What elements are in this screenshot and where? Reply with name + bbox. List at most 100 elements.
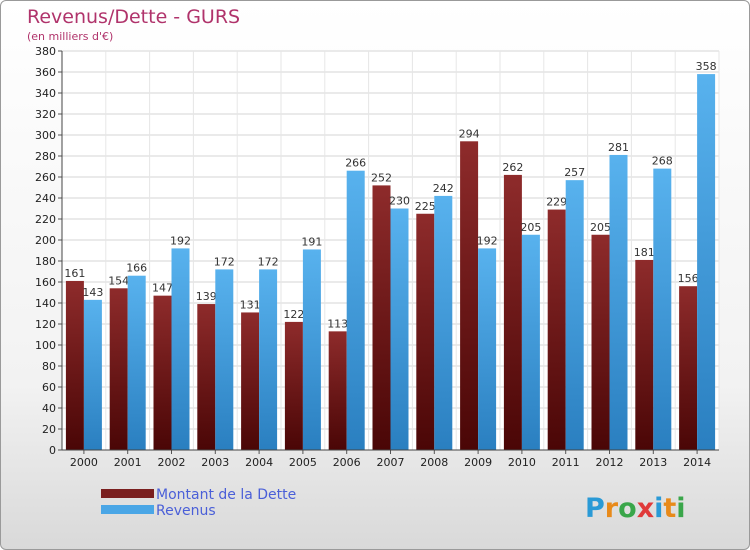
y-tick-label: 0	[49, 444, 56, 457]
x-tick-label: 2004	[245, 456, 273, 469]
y-tick-label: 120	[35, 318, 56, 331]
y-tick-label: 380	[35, 45, 56, 58]
data-label-revenus: 166	[126, 262, 147, 275]
bar-revenus	[609, 154, 628, 450]
bar-revenus	[697, 74, 716, 450]
bar-dette	[679, 286, 698, 450]
bar-dette	[65, 280, 84, 450]
x-tick-label: 2002	[158, 456, 186, 469]
x-tick-label: 2005	[289, 456, 317, 469]
data-label-dette: 294	[459, 127, 480, 140]
y-tick-label: 360	[35, 66, 56, 79]
bar-revenus	[83, 299, 102, 450]
axes: 0 20 40 60 80 100 120 140 160 180 200 220 240 260 280 3…	[35, 45, 719, 469]
data-label-revenus: 172	[214, 255, 235, 268]
y-tick-label: 320	[35, 108, 56, 121]
data-label-dette: 252	[371, 171, 392, 184]
bar-revenus	[346, 170, 365, 450]
y-tick-label: 300	[35, 129, 56, 142]
y-tick-label: 20	[42, 423, 56, 436]
bar-revenus	[565, 180, 584, 450]
legend-label-dette: Montant de la Dette	[156, 487, 296, 503]
data-label-dette: 181	[634, 246, 655, 259]
bar-dette	[372, 185, 391, 450]
y-tick-label: 240	[35, 192, 56, 205]
data-label-dette: 229	[546, 196, 567, 209]
y-tick-label: 80	[42, 360, 56, 373]
bar-dette	[328, 331, 347, 450]
data-label-revenus: 257	[564, 166, 585, 179]
y-tick-label: 140	[35, 297, 56, 310]
data-label-dette: 205	[590, 221, 611, 234]
bar-revenus	[653, 168, 672, 450]
data-label-revenus: 358	[696, 60, 717, 73]
data-label-dette: 113	[327, 317, 348, 330]
data-label-revenus: 268	[652, 155, 673, 168]
data-label-dette: 139	[196, 290, 217, 303]
data-label-revenus: 172	[258, 255, 279, 268]
bar-revenus	[478, 248, 497, 450]
x-tick-label: 2006	[333, 456, 361, 469]
chart-title: Revenus/Dette - GURS	[27, 6, 240, 28]
bar-revenus	[171, 248, 190, 450]
y-tick-label: 100	[35, 339, 56, 352]
data-label-revenus: 191	[301, 235, 322, 248]
data-label-revenus: 143	[82, 286, 103, 299]
x-tick-label: 2012	[596, 456, 624, 469]
bar-dette	[284, 321, 303, 450]
data-label-dette: 156	[678, 272, 699, 285]
bar-dette	[460, 141, 479, 451]
bar-revenus	[302, 249, 321, 450]
y-tick-label: 340	[35, 87, 56, 100]
data-label-revenus: 281	[608, 141, 629, 154]
y-tick-label: 180	[35, 255, 56, 268]
bar-dette	[591, 234, 610, 450]
data-label-dette: 154	[108, 274, 129, 287]
legend-swatch-revenus	[101, 505, 154, 514]
bar-revenus	[521, 234, 540, 450]
proxiti-logo: Proxiti	[585, 493, 686, 524]
bar-dette	[197, 304, 216, 450]
y-tick-label: 220	[35, 213, 56, 226]
x-tick-label: 2011	[552, 456, 580, 469]
data-label-dette: 262	[502, 161, 523, 174]
x-tick-label: 2013	[639, 456, 667, 469]
y-tick-label: 160	[35, 276, 56, 289]
bar-revenus	[390, 208, 409, 450]
legend-swatch-dette	[101, 489, 154, 498]
data-label-dette: 122	[283, 308, 304, 321]
bar-revenus	[434, 195, 453, 450]
y-tick-label: 200	[35, 234, 56, 247]
y-tick-label: 60	[42, 381, 56, 394]
bar-dette	[153, 295, 172, 450]
x-tick-label: 2014	[683, 456, 711, 469]
x-tick-label: 2010	[508, 456, 536, 469]
x-tick-label: 2003	[201, 456, 229, 469]
bar-dette	[503, 174, 522, 450]
data-label-revenus: 266	[345, 157, 366, 170]
y-tick-label: 260	[35, 171, 56, 184]
x-tick-label: 2008	[420, 456, 448, 469]
bar-dette	[635, 259, 654, 450]
x-tick-label: 2001	[114, 456, 142, 469]
bar-revenus	[215, 269, 234, 450]
data-label-dette: 161	[64, 267, 85, 280]
bar-dette	[416, 213, 435, 450]
bar-revenus	[127, 275, 146, 450]
x-tick-label: 2009	[464, 456, 492, 469]
data-label-revenus: 192	[170, 234, 191, 247]
data-label-revenus: 205	[520, 221, 541, 234]
bar-dette	[547, 209, 566, 450]
data-label-dette: 225	[415, 200, 436, 213]
bar-revenus	[259, 269, 278, 450]
bar-dette	[241, 312, 260, 450]
data-label-dette: 147	[152, 282, 173, 295]
data-label-dette: 131	[240, 298, 261, 311]
x-tick-label: 2007	[377, 456, 405, 469]
data-label-revenus: 230	[389, 195, 410, 208]
y-tick-label: 40	[42, 402, 56, 415]
